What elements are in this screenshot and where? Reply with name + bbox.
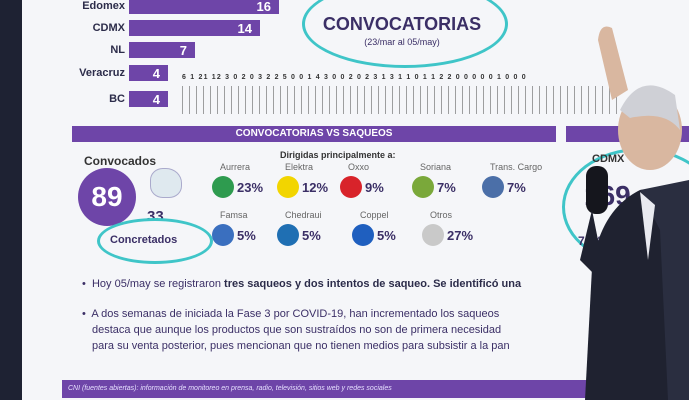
state-bar: 16 — [129, 0, 279, 14]
state-bar-row: BC 4 — [22, 91, 168, 107]
state-bar-label: CDMX — [92, 22, 125, 34]
store-percent: 5% — [377, 227, 396, 243]
store-name: Aurrera — [220, 162, 251, 172]
bullet-2-line-2: destaca que aunque los productos que son… — [92, 324, 502, 336]
store-logo-icon — [352, 224, 374, 246]
store-logo-icon — [482, 176, 504, 198]
state-bar-label: BC — [109, 93, 125, 105]
store-name: Chedraui — [285, 210, 322, 220]
bullet-2-line-1: • A dos semanas de iniciada la Fase 3 po… — [82, 308, 500, 320]
bullet-1-bold: tres saqueos y dos intentos de saqueo. S… — [224, 278, 522, 290]
store-name: Elektra — [285, 162, 314, 172]
store-item: Elektra 12% — [277, 162, 329, 198]
store-name: Oxxo — [348, 162, 370, 172]
right-section-header: D — [566, 126, 689, 142]
bullet-2-text-1: A dos semanas de iniciada la Fase 3 por … — [91, 308, 500, 320]
store-percent: 12% — [302, 179, 329, 195]
store-item: Coppel 5% — [352, 210, 396, 246]
store-logo-icon — [422, 224, 444, 246]
store-logo-icon — [212, 224, 234, 246]
store-percent: 9% — [365, 179, 384, 195]
concretados-highlight — [97, 218, 213, 264]
state-bar-label: NL — [110, 44, 125, 56]
store-item: Oxxo 9% — [340, 162, 384, 198]
state-bar: 4 — [129, 65, 168, 81]
timeline-date-ticks — [182, 86, 622, 114]
store-name: Soriana — [420, 162, 452, 172]
store-logo-icon — [277, 176, 299, 198]
bullet-1: • Hoy 05/may se registraron tres saqueos… — [82, 278, 522, 290]
state-bar-row: Edomex 16 — [22, 0, 279, 14]
state-bar: 4 — [129, 91, 168, 107]
store-percent: 5% — [302, 227, 321, 243]
timeline: 6 1 21 12 3 0 2 0 3 2 2 5 0 0 1 4 3 0 0 … — [182, 70, 622, 120]
state-bar-row: NL 7 — [22, 42, 195, 58]
state-bar-row: CDMX 14 — [22, 20, 260, 36]
cdmx-label: CDMX — [592, 153, 625, 165]
store-item: Chedraui 5% — [277, 210, 322, 246]
state-bar-label: Veracruz — [79, 67, 125, 79]
store-percent: 7% — [437, 179, 456, 195]
state-bar: 7 — [129, 42, 195, 58]
store-name: Famsa — [220, 210, 248, 220]
store-name: Otros — [430, 210, 453, 220]
convocatorias-subtitle: (23/mar al 05/may) — [364, 37, 440, 47]
store-percent: 5% — [237, 227, 256, 243]
bullet-1-text: Hoy 05/may se registraron — [91, 278, 225, 290]
store-logo-icon — [412, 176, 434, 198]
concretados-label: Concretados — [110, 234, 178, 246]
convocatorias-title: CONVOCATORIAS — [322, 14, 482, 34]
footer-sources: CNI (fuentes abiertas): información de m… — [62, 380, 628, 398]
store-logo-icon — [212, 176, 234, 198]
store-percent: 23% — [237, 179, 264, 195]
cdmx-value: 169 — [584, 180, 631, 211]
store-logo-icon — [340, 176, 362, 198]
store-name: Trans. Cargo — [490, 162, 543, 172]
store-item: Soriana 7% — [412, 162, 456, 198]
state-bar-label: Edomex — [82, 0, 125, 12]
convocados-count: 89 — [78, 168, 136, 226]
store-percent: 27% — [447, 227, 474, 243]
state-bar-row: Veracruz 4 — [22, 65, 168, 81]
presentation-screen: Edomex 16 CDMX 14 NL 7 Veracruz 4 BC 4 CONVOCATOR… — [22, 0, 689, 400]
store-percent: 7% — [507, 179, 526, 195]
store-item: Famsa 5% — [212, 210, 256, 246]
store-name: Coppel — [360, 210, 389, 220]
store-item: Aurrera 23% — [212, 162, 264, 198]
store-logo-icon — [277, 224, 299, 246]
raised-fist-icon — [150, 168, 182, 198]
timeline-numbers: 6 1 21 12 3 0 2 0 3 2 2 5 0 0 1 4 3 0 0 … — [182, 74, 527, 81]
section-header: CONVOCATORIAS VS SAQUEOS — [72, 126, 556, 142]
store-item: Trans. Cargo 7% — [482, 162, 542, 198]
bullet-2-line-3: para su venta posterior, pues mencionan … — [92, 340, 510, 352]
convocados-label: Convocados — [84, 154, 157, 168]
dirigidas-label: Dirigidas principalmente a: — [280, 150, 396, 160]
state-bar: 14 — [129, 20, 260, 36]
cdmx-percent: 74% — [578, 234, 603, 248]
store-item: Otros 27% — [422, 210, 474, 246]
